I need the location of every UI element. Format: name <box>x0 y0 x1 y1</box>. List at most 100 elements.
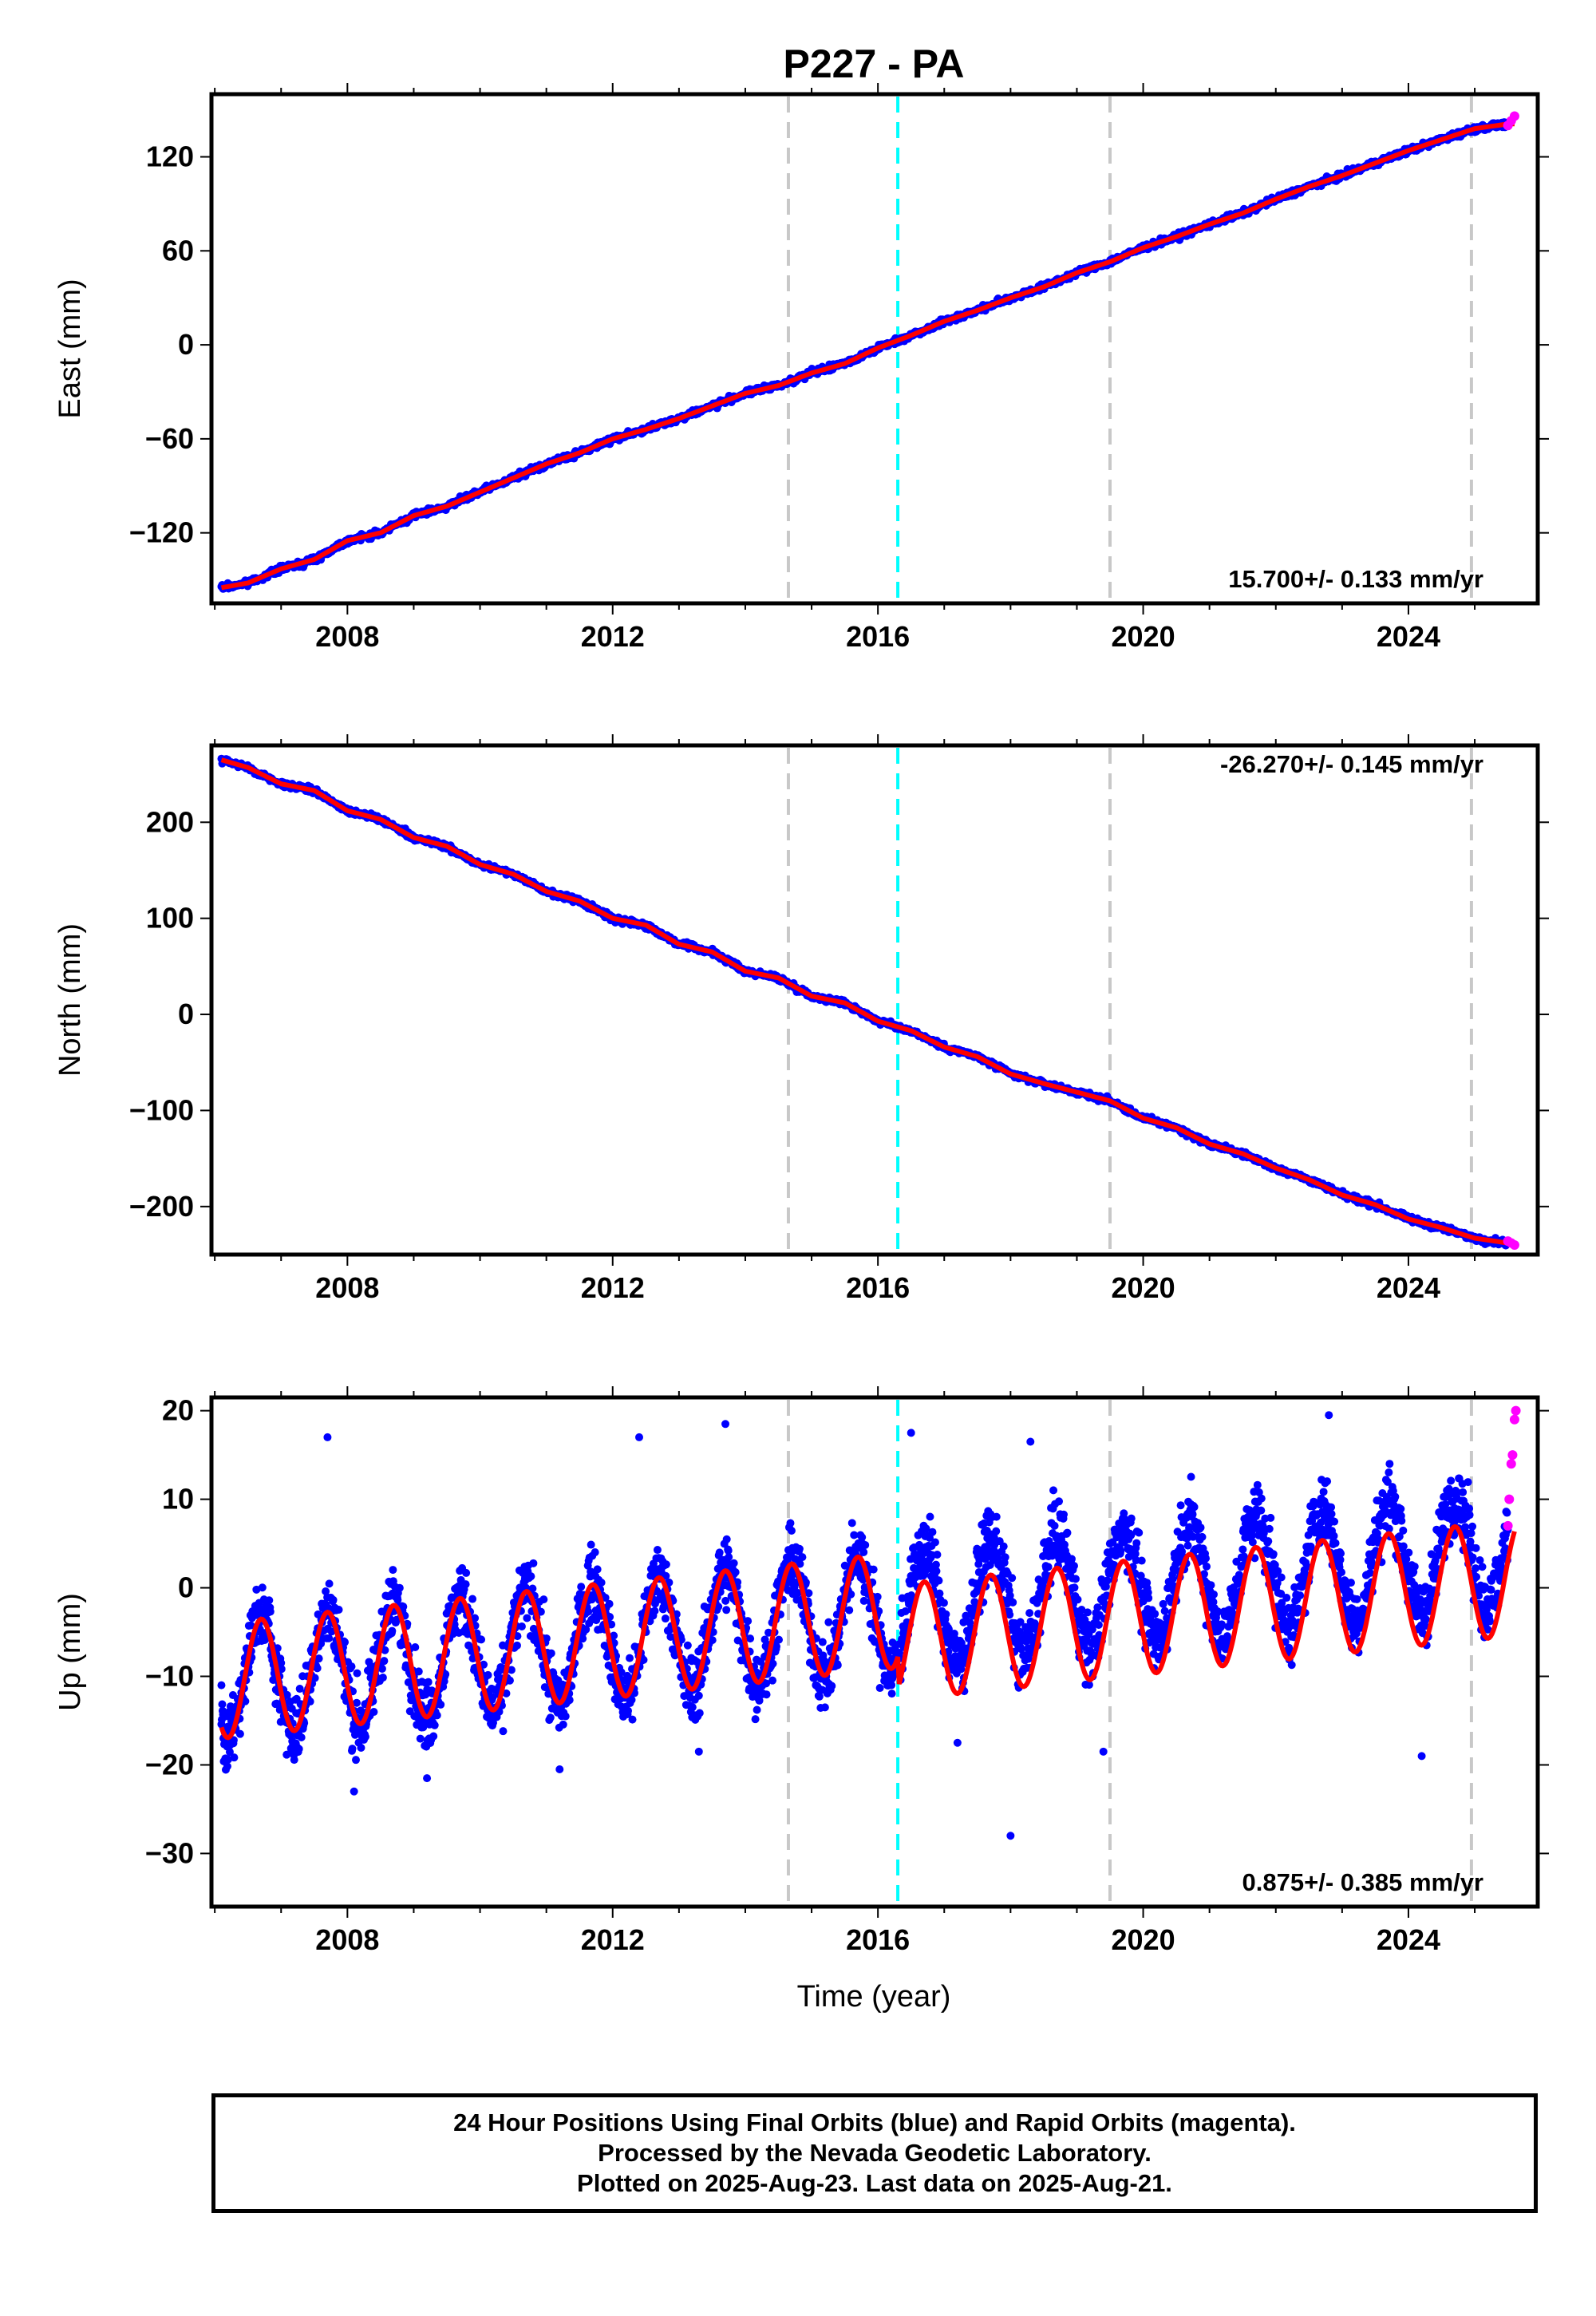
x-tick-label: 2012 <box>581 1923 645 1956</box>
final-orbit-point <box>389 1566 397 1575</box>
final-orbit-point <box>230 1753 239 1762</box>
final-orbit-point <box>820 1703 829 1712</box>
final-orbit-point <box>290 1756 298 1765</box>
final-orbit-point <box>414 1667 423 1676</box>
final-orbit-point <box>517 1622 526 1630</box>
rapid-orbit-point <box>1509 111 1519 121</box>
x-tick-label: 2012 <box>581 1271 645 1304</box>
y-tick-label: 20 <box>162 1394 194 1427</box>
velocity-annotation: -26.270+/- 0.145 mm/yr <box>1220 750 1483 778</box>
final-orbit-point <box>295 1685 304 1694</box>
final-orbit-point <box>353 1669 361 1678</box>
final-orbit-point <box>577 1583 586 1591</box>
final-orbit-point <box>347 1662 356 1671</box>
x-tick-label: 2020 <box>1112 1271 1175 1304</box>
final-orbit-point <box>351 1756 360 1765</box>
x-tick-label: 2012 <box>581 620 645 653</box>
final-orbit-point <box>624 1706 633 1715</box>
final-orbit-point <box>527 1572 535 1581</box>
y-tick-label: 100 <box>146 902 194 935</box>
final-orbit-point <box>433 1711 441 1720</box>
x-tick-label: 2016 <box>846 1271 910 1304</box>
final-orbit-point <box>369 1708 378 1717</box>
final-orbit-point <box>235 1729 244 1738</box>
final-orbit-point <box>762 1690 771 1699</box>
final-orbit-point <box>361 1733 369 1741</box>
final-orbit-point <box>334 1605 343 1614</box>
y-tick-label: 200 <box>146 805 194 838</box>
final-orbit-point <box>662 1560 670 1569</box>
y-tick-label: 0 <box>178 1571 194 1604</box>
rapid-orbit-point <box>1509 1239 1519 1250</box>
final-orbit-point <box>523 1614 531 1622</box>
final-orbit-point <box>695 1709 704 1717</box>
final-orbit-point <box>725 1553 733 1562</box>
final-orbit-point <box>380 1657 389 1666</box>
y-tick-label: −20 <box>145 1748 194 1780</box>
y-tick-label: −10 <box>145 1660 194 1693</box>
final-orbit-point <box>753 1705 761 1714</box>
final-orbit-point <box>722 1535 731 1543</box>
final-orbit-point <box>329 1595 338 1604</box>
panel-frame <box>209 743 1540 1257</box>
y-tick-label: 0 <box>178 998 194 1030</box>
north-panel: 2008 2012 2016 2020 2024−200−1000100200North… <box>53 734 1549 1304</box>
final-orbit-point <box>477 1635 486 1644</box>
final-orbit-point <box>729 1559 738 1567</box>
final-orbit-point <box>605 1599 614 1608</box>
final-orbit-point <box>715 1548 724 1557</box>
final-orbit-point <box>547 1649 555 1658</box>
x-tick-label: 2016 <box>846 620 910 653</box>
x-tick-label: 2008 <box>315 1271 379 1304</box>
final-orbit-point <box>411 1642 420 1651</box>
y-tick-label: −120 <box>129 516 194 549</box>
final-orbit-point <box>378 1674 387 1682</box>
final-orbit-point <box>266 1607 275 1616</box>
final-orbit-point <box>223 1762 231 1771</box>
final-orbit-point <box>661 1614 670 1623</box>
x-tick-label: 2020 <box>1112 620 1175 653</box>
final-orbit-point <box>628 1715 637 1724</box>
final-orbit-point <box>429 1732 438 1741</box>
y-tick-label: −60 <box>145 422 194 455</box>
final-orbit-point <box>297 1733 306 1741</box>
final-orbit-point <box>357 1744 365 1753</box>
final-orbit-point <box>313 1664 322 1673</box>
y-tick-label: −200 <box>129 1190 194 1223</box>
final-orbit-point <box>258 1583 267 1592</box>
final-orbit-point <box>722 1606 731 1614</box>
final-orbit-point <box>744 1617 753 1626</box>
final-orbit-point <box>294 1745 303 1753</box>
final-orbit-point <box>683 1641 692 1650</box>
final-orbit-point <box>395 1583 404 1592</box>
final-orbit-point <box>775 1635 784 1644</box>
final-orbit-point <box>798 1553 807 1562</box>
final-orbit-point <box>546 1713 555 1722</box>
final-orbit-point <box>587 1540 595 1549</box>
final-orbit-point <box>824 1618 833 1626</box>
x-tick-label: 2024 <box>1377 620 1440 653</box>
final-orbit-point <box>461 1580 470 1589</box>
final-orbit-point <box>325 1579 334 1588</box>
final-orbit-point <box>787 1526 796 1535</box>
figure-title: P227 - PA <box>784 41 965 86</box>
final-orbit-point <box>265 1596 274 1605</box>
final-orbit-point <box>751 1715 760 1724</box>
y-tick-label: 0 <box>178 328 194 361</box>
final-orbit-point <box>348 1745 357 1753</box>
final-orbit-point <box>795 1544 804 1553</box>
final-orbit-point <box>597 1578 606 1587</box>
panel-frame <box>209 92 1540 606</box>
y-axis-label: North (mm) <box>53 923 87 1077</box>
y-tick-label: 60 <box>162 234 194 267</box>
final-orbit-point <box>462 1568 471 1577</box>
final-orbit-point <box>468 1595 477 1603</box>
model-fit-line <box>220 757 1515 1246</box>
y-axis-label: Up (mm) <box>53 1593 87 1711</box>
final-orbit-points <box>217 1411 1512 1840</box>
final-orbit-points <box>217 754 1511 1250</box>
final-orbit-point <box>499 1727 508 1736</box>
final-orbit-point <box>565 1696 574 1705</box>
final-orbit-point <box>529 1559 538 1567</box>
